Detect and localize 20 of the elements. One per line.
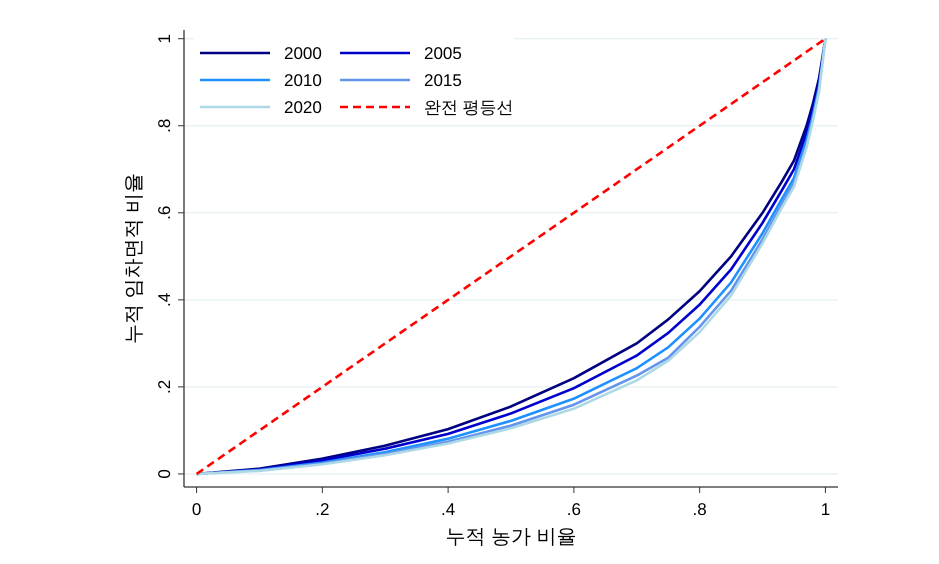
legend-label: 2005 (424, 44, 462, 63)
x-tick-label: .8 (692, 500, 707, 519)
legend-label: 완전 평등선 (424, 98, 514, 117)
x-tick-label: .6 (566, 500, 581, 519)
y-axis-title: 누적 임차면적 비율 (123, 172, 145, 344)
y-tick-label: .8 (155, 118, 174, 133)
legend-label: 2000 (284, 44, 322, 63)
x-tick-label: 1 (820, 500, 830, 519)
x-axis-title: 누적 농가 비율 (445, 526, 577, 548)
x-tick-label: .2 (315, 500, 330, 519)
legend-label: 2020 (284, 98, 322, 117)
x-tick-label: 0 (192, 500, 202, 519)
y-tick-label: .6 (155, 206, 174, 220)
legend-label: 2015 (424, 71, 462, 90)
legend-label: 2010 (284, 71, 322, 90)
y-tick-label: .2 (155, 380, 174, 394)
y-tick-label: .4 (155, 292, 174, 307)
y-tick-label: 1 (155, 34, 174, 44)
x-tick-label: .4 (441, 500, 456, 519)
y-tick-label: 0 (155, 469, 174, 479)
